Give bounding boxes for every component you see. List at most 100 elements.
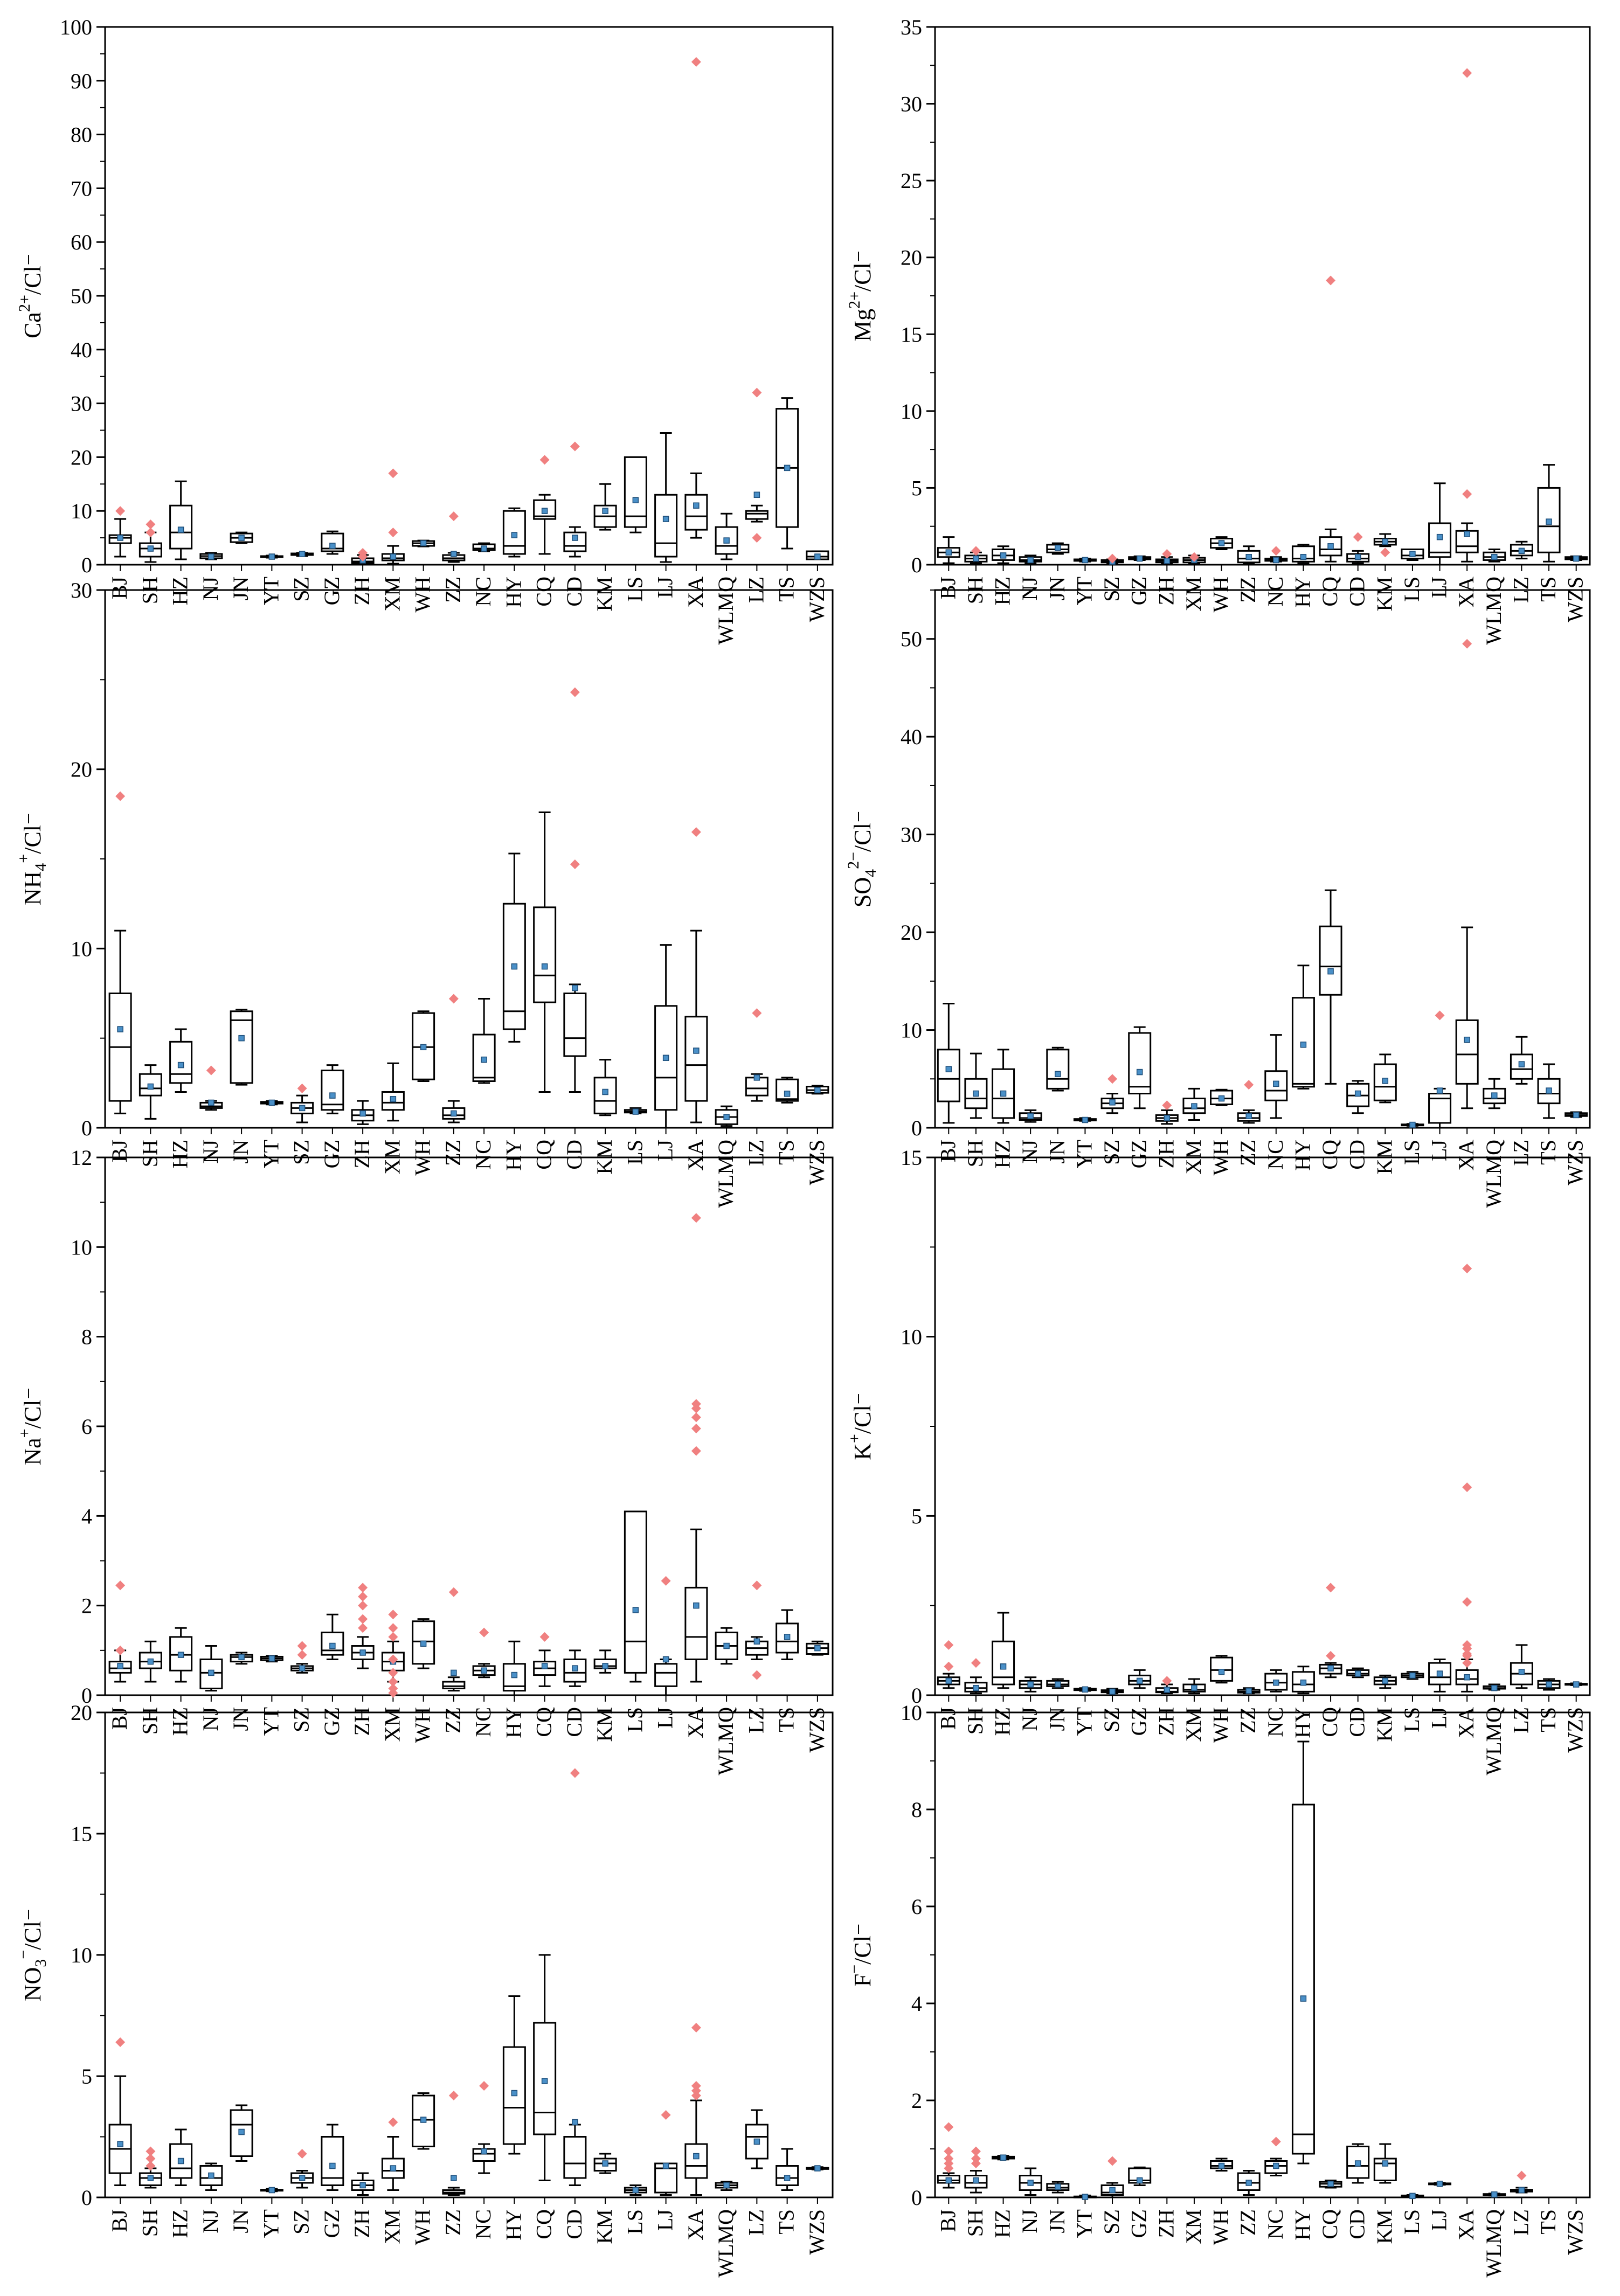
y-tick-label: 40 bbox=[71, 338, 92, 362]
y-tick-label: 50 bbox=[901, 627, 922, 651]
mean-marker bbox=[1436, 533, 1443, 540]
box-zz bbox=[442, 551, 466, 563]
category-label-yt: YT bbox=[259, 577, 283, 605]
mean-marker bbox=[390, 2165, 397, 2172]
outlier-point bbox=[1353, 532, 1363, 542]
category-label-lz: LZ bbox=[744, 1140, 768, 1166]
box-nc bbox=[472, 2143, 496, 2174]
category-label-lj: LJ bbox=[653, 577, 677, 598]
outlier-point bbox=[1244, 1080, 1254, 1090]
box-km bbox=[1373, 2143, 1397, 2184]
box-ls bbox=[1401, 548, 1424, 561]
box-lj bbox=[654, 944, 678, 1129]
mean-marker bbox=[662, 1055, 669, 1062]
category-label-bj: BJ bbox=[936, 1140, 960, 1162]
box-gz bbox=[1128, 1026, 1152, 1109]
category-label-cq: CQ bbox=[532, 1140, 556, 1170]
box-lz bbox=[1510, 540, 1533, 560]
box-lj bbox=[1428, 2181, 1452, 2187]
mean-marker bbox=[1464, 1036, 1470, 1043]
box-body bbox=[684, 1016, 708, 1102]
category-label-zh: ZH bbox=[350, 1707, 374, 1736]
outlier-point bbox=[691, 2023, 701, 2033]
mean-marker bbox=[753, 1638, 760, 1645]
category-label-cd: CD bbox=[1345, 2209, 1369, 2239]
mean-marker bbox=[1191, 1103, 1197, 1109]
mean-marker bbox=[1300, 1042, 1307, 1048]
category-label-bj: BJ bbox=[107, 2209, 131, 2232]
box-body bbox=[563, 531, 587, 552]
mean-marker bbox=[693, 1602, 700, 1609]
outlier-point bbox=[297, 2149, 307, 2159]
box-wlmq bbox=[1483, 1683, 1506, 1691]
mean-marker bbox=[1245, 1688, 1252, 1694]
box-xa bbox=[1455, 522, 1479, 563]
box-lz bbox=[745, 1636, 769, 1660]
outlier-point bbox=[944, 2146, 954, 2156]
mean-marker bbox=[511, 1671, 518, 1678]
box-cd bbox=[563, 983, 587, 1093]
mean-marker bbox=[359, 2182, 366, 2189]
category-label-zh: ZH bbox=[1154, 1140, 1178, 1168]
box-wlmq bbox=[715, 2181, 738, 2191]
box-wh bbox=[1210, 2158, 1234, 2172]
category-label-yt: YT bbox=[1072, 1707, 1096, 1736]
mean-marker bbox=[1164, 1115, 1171, 1121]
mean-marker bbox=[541, 1663, 548, 1669]
mean-marker bbox=[945, 1066, 952, 1072]
category-label-zh: ZH bbox=[1154, 577, 1178, 605]
box-zh bbox=[1155, 1109, 1179, 1125]
mean-marker bbox=[1082, 557, 1089, 564]
outlier-point bbox=[297, 1083, 307, 1093]
category-label-gz: GZ bbox=[320, 2209, 344, 2238]
mean-marker bbox=[451, 2175, 457, 2181]
mean-marker bbox=[1382, 538, 1389, 545]
y-axis-label: NH4+/Cl⁻ bbox=[15, 813, 50, 906]
mean-marker bbox=[632, 1607, 639, 1613]
box-xa bbox=[684, 930, 708, 1123]
box-cd bbox=[1346, 1080, 1370, 1114]
mean-marker bbox=[208, 1669, 214, 1676]
category-label-cq: CQ bbox=[1318, 1140, 1342, 1170]
box-nj bbox=[199, 2162, 223, 2191]
category-label-ts: TS bbox=[1536, 1140, 1560, 1165]
mean-marker bbox=[1436, 2181, 1443, 2187]
box-body bbox=[684, 2143, 708, 2179]
box-cq bbox=[533, 1649, 557, 1687]
outlier-point bbox=[1271, 546, 1281, 556]
box-nc bbox=[472, 997, 496, 1084]
y-tick-label: 0 bbox=[81, 1116, 92, 1140]
mean-marker bbox=[1191, 1684, 1197, 1691]
outlier-point bbox=[1462, 1482, 1472, 1493]
box-wzs bbox=[806, 1640, 829, 1656]
box-body bbox=[684, 494, 708, 531]
mean-marker bbox=[973, 555, 979, 562]
box-sz bbox=[290, 551, 314, 557]
category-label-lj: LJ bbox=[1427, 2209, 1451, 2231]
category-label-nj: NJ bbox=[198, 1140, 223, 1163]
box-body bbox=[563, 2136, 587, 2179]
box-body bbox=[1291, 1671, 1315, 1692]
category-label-lz: LZ bbox=[744, 1707, 768, 1733]
outlier-point bbox=[1162, 549, 1172, 559]
box-ls bbox=[1401, 1671, 1424, 1680]
category-label-hy: HY bbox=[1290, 2209, 1314, 2240]
mean-marker bbox=[814, 553, 821, 560]
category-label-gz: GZ bbox=[1127, 577, 1151, 605]
category-label-nc: NC bbox=[1263, 1140, 1287, 1170]
box-hz bbox=[992, 1049, 1015, 1124]
box-body bbox=[1291, 997, 1315, 1088]
outlier-point bbox=[1462, 639, 1472, 649]
mean-marker bbox=[814, 1087, 821, 1093]
mean-marker bbox=[299, 1665, 306, 1671]
box-lz bbox=[1510, 1644, 1533, 1689]
y-tick-label: 4 bbox=[81, 1504, 92, 1528]
outlier-point bbox=[388, 1623, 398, 1633]
y-tick-label: 40 bbox=[901, 725, 922, 749]
box-zz bbox=[1237, 545, 1261, 564]
category-label-ls: LS bbox=[1400, 1707, 1424, 1732]
mean-marker bbox=[268, 1655, 275, 1662]
outlier-point bbox=[691, 57, 701, 67]
box-hz bbox=[992, 545, 1015, 564]
box-body bbox=[654, 1663, 678, 1687]
